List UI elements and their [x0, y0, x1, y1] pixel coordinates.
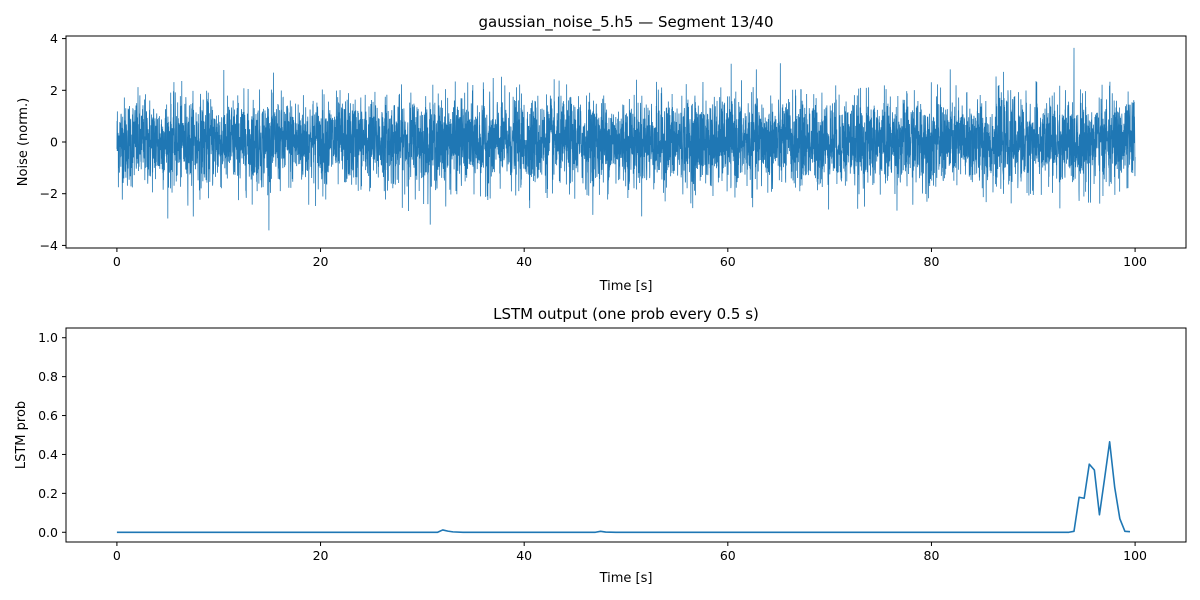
y-tick-label: 1.0 [38, 330, 58, 345]
y-tick-label: 0.6 [38, 408, 58, 423]
x-tick-label: 60 [720, 548, 736, 563]
noise-plot-yticks: −4 −2 0 2 4 [40, 31, 66, 253]
x-tick-label: 40 [516, 548, 532, 563]
lstm-plot-xlabel: Time [s] [599, 571, 653, 586]
noise-series-group [116, 47, 1136, 231]
y-tick-label: −4 [40, 238, 58, 253]
noise-plot: gaussian_noise_5.h5 — Segment 13/40 0 20 4… [16, 13, 1187, 294]
y-tick-label: 0 [50, 135, 58, 150]
x-tick-label: 80 [924, 254, 940, 269]
lstm-series-group [116, 441, 1131, 534]
noise-plot-xticks: 0 20 40 60 80 100 [113, 248, 1147, 269]
x-tick-label: 60 [720, 254, 736, 269]
x-tick-label: 80 [924, 548, 940, 563]
lstm-plot: LSTM output (one prob every 0.5 s) 0 20 40… [14, 305, 1187, 586]
y-tick-label: −2 [40, 186, 58, 201]
y-tick-label: 2 [50, 83, 58, 98]
lstm-plot-ylabel: LSTM prob [14, 401, 29, 469]
noise-series-line [116, 47, 1136, 231]
noise-plot-ylabel: Noise (norm.) [16, 98, 31, 186]
y-tick-label: 0.8 [38, 369, 58, 384]
noise-plot-title: gaussian_noise_5.h5 — Segment 13/40 [478, 13, 773, 32]
y-tick-label: 4 [50, 31, 58, 46]
lstm-plot-xticks: 0 20 40 60 80 100 [113, 542, 1147, 563]
x-tick-label: 100 [1123, 548, 1147, 563]
y-tick-label: 0.0 [38, 525, 58, 540]
lstm-plot-title: LSTM output (one prob every 0.5 s) [493, 305, 759, 323]
x-tick-label: 100 [1123, 254, 1147, 269]
x-tick-label: 20 [313, 254, 329, 269]
lstm-plot-yticks: 0.0 0.2 0.4 0.6 0.8 1.0 [38, 330, 66, 540]
x-tick-label: 0 [113, 254, 121, 269]
y-tick-label: 0.4 [38, 447, 58, 462]
y-tick-label: 0.2 [38, 486, 58, 501]
x-tick-label: 0 [113, 548, 121, 563]
x-tick-label: 20 [313, 548, 329, 563]
noise-plot-xlabel: Time [s] [599, 279, 653, 294]
lstm-series-line [116, 441, 1131, 534]
lstm-plot-frame [65, 327, 1187, 543]
x-tick-label: 40 [516, 254, 532, 269]
